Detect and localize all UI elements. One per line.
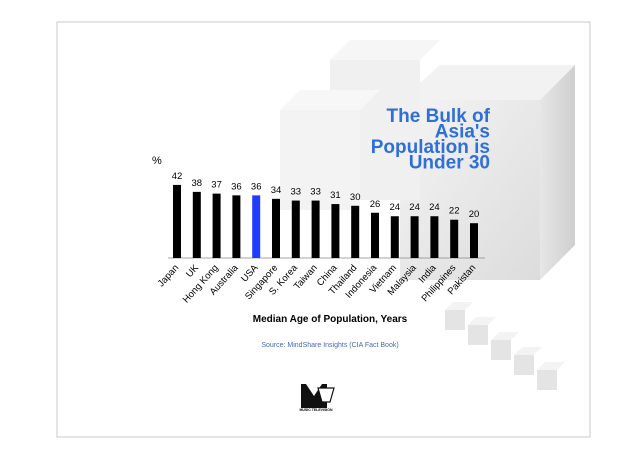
data-label: 36 xyxy=(251,181,262,192)
data-label: 38 xyxy=(192,178,203,189)
bar xyxy=(331,204,340,258)
y-unit-label: % xyxy=(152,155,162,167)
bar xyxy=(212,193,221,258)
data-label: 33 xyxy=(310,187,321,198)
bar xyxy=(272,198,280,258)
slide-title: Asia's xyxy=(435,122,490,143)
data-label: 36 xyxy=(231,181,242,192)
data-label: 26 xyxy=(370,199,381,210)
bar xyxy=(470,223,478,258)
data-label: 20 xyxy=(469,209,480,220)
data-label: 37 xyxy=(211,180,222,191)
bar xyxy=(173,184,181,258)
bar xyxy=(311,200,320,258)
slide-title: The Bulk of xyxy=(387,106,491,127)
data-label: 24 xyxy=(390,202,401,213)
bar xyxy=(410,216,419,258)
bar xyxy=(232,195,241,258)
data-label: 42 xyxy=(172,171,183,182)
background-cubes xyxy=(280,40,575,390)
bar xyxy=(450,219,459,258)
data-label: 24 xyxy=(429,202,440,213)
bar xyxy=(390,216,399,258)
data-label: 22 xyxy=(449,206,460,217)
data-label: 30 xyxy=(350,192,361,203)
source-note: Source: MindShare Insights (CIA Fact Boo… xyxy=(261,342,398,349)
bar xyxy=(252,195,261,258)
x-axis-title: Median Age of Population, Years xyxy=(253,314,408,325)
data-label: 24 xyxy=(409,202,420,213)
mtv-logo xyxy=(301,384,335,408)
bar xyxy=(430,216,439,258)
bar xyxy=(291,200,300,258)
slide-title: Under 30 xyxy=(409,153,490,174)
bar xyxy=(192,191,201,258)
logo-text: MUSIC TELEVISION xyxy=(299,408,333,412)
data-label: 33 xyxy=(291,187,302,198)
bar xyxy=(351,205,360,258)
data-label: 34 xyxy=(271,185,282,196)
bar xyxy=(371,212,379,258)
slide-title: Population is xyxy=(371,137,490,158)
data-label: 31 xyxy=(330,190,341,201)
